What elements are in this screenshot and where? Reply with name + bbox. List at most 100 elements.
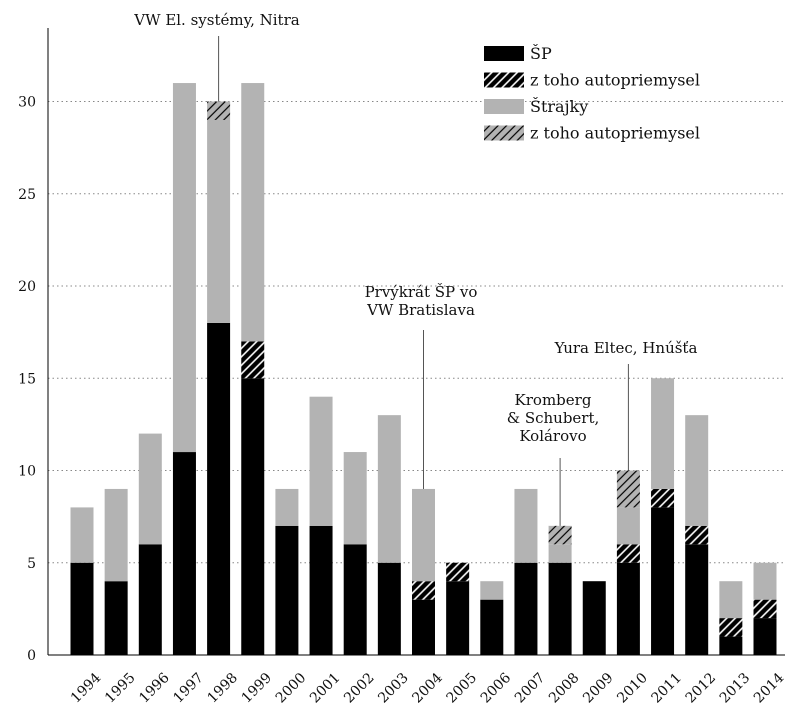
annotation-text: Yura Eltec, Hnúšťa (554, 339, 698, 357)
bar-segment-s3-2008 (548, 525, 572, 545)
bar-segment-s0-1996 (138, 544, 162, 655)
bar-segment-s0-1998 (207, 322, 231, 655)
bar-segment-s0-2014 (753, 618, 777, 655)
bar-segment-s2-1996 (138, 433, 162, 545)
bar-segment-s2-2008 (548, 544, 572, 563)
bar-segment-s2-1998 (207, 119, 231, 323)
bars (70, 83, 777, 655)
bar-segment-s1-2004 (412, 581, 435, 600)
bar-segment-s2-2001 (309, 396, 333, 526)
legend: ŠP z toho autopriemysel Štrajky z toho auto… (484, 43, 700, 143)
bar-segment-s1-1999 (241, 341, 265, 379)
x-tick-label: 2000 (273, 670, 310, 704)
bar-segment-s0-2013 (719, 636, 743, 655)
x-tick-label: 1999 (239, 670, 276, 704)
annotation-text: VW Bratislava (366, 301, 475, 319)
bar-segment-s0-2003 (377, 562, 401, 655)
bar-segment-s3-1998 (207, 101, 231, 120)
bar-segment-s0-2005 (446, 581, 470, 655)
bar-segment-s0-1994 (70, 562, 94, 655)
annotation-text: Prvýkrát ŠP vo (365, 283, 478, 301)
bar-segment-s2-2003 (377, 415, 401, 563)
y-tick-label: 15 (18, 371, 36, 387)
bar-segment-s0-2011 (651, 507, 675, 655)
x-tick-label: 2012 (683, 670, 720, 704)
y-tick-label: 30 (18, 95, 36, 111)
x-tick-label: 2008 (546, 670, 583, 704)
legend-label: z toho autopriemysel (530, 71, 700, 90)
bar-segment-s2-1997 (172, 83, 196, 453)
x-tick-label: 1994 (68, 670, 105, 704)
bar-segment-s3-2010 (616, 470, 640, 508)
bar-segment-s0-2010 (616, 562, 640, 655)
legend-label: z toho autopriemysel (530, 124, 700, 143)
bar-segment-s1-2014 (753, 599, 777, 619)
bar-segment-s0-2004 (412, 599, 435, 655)
annotation-text: & Schubert, (507, 409, 600, 427)
bar-segment-s1-2005 (446, 562, 470, 582)
y-tick-label: 5 (27, 556, 36, 572)
x-tick-label: 1998 (205, 670, 242, 704)
y-tick-label: 10 (18, 464, 36, 480)
annotation-text: Kolárovo (519, 427, 586, 445)
x-tick-label: 1997 (170, 670, 207, 704)
bar-segment-s2-2007 (514, 488, 538, 563)
annotation-text: VW El. systémy, Nitra (133, 11, 299, 29)
legend-swatch (484, 125, 524, 141)
bar-segment-s0-2007 (514, 562, 538, 655)
x-tick-label: 2013 (717, 670, 754, 704)
gridlines (48, 101, 785, 564)
bar-segment-s2-2013 (719, 581, 743, 619)
x-tick-label: 2004 (409, 670, 446, 704)
x-tick-label: 1995 (102, 670, 139, 704)
bar-segment-s1-2011 (651, 488, 675, 508)
bar-segment-s2-2004 (412, 488, 435, 582)
y-tick-label: 25 (18, 187, 36, 203)
bar-segment-s0-1997 (172, 452, 196, 655)
bar-segment-s0-2002 (343, 544, 367, 655)
x-tick-label: 2007 (512, 670, 549, 704)
bar-segment-s2-2002 (343, 452, 367, 545)
legend-label: ŠP (530, 43, 552, 63)
bar-segment-s2-2011 (651, 378, 675, 489)
bar-segment-s0-2009 (582, 581, 606, 655)
bar-segment-s0-2012 (685, 544, 709, 655)
bar-segment-s0-2008 (548, 562, 572, 655)
x-tick-label: 2001 (307, 670, 344, 704)
annotation-text: Kromberg (515, 391, 592, 409)
legend-swatch (484, 46, 524, 61)
x-tick-label: 2005 (444, 670, 481, 704)
bar-segment-s0-1999 (241, 378, 265, 655)
bar-segment-s1-2013 (719, 618, 743, 637)
x-tick-label: 1996 (136, 670, 173, 704)
bar-segment-s1-2010 (616, 544, 640, 563)
legend-swatch (484, 99, 524, 114)
bar-segment-s2-2006 (480, 581, 504, 600)
bar-segment-s0-2000 (275, 525, 299, 655)
x-tick-label: 2003 (375, 670, 412, 704)
legend-swatch (484, 72, 524, 88)
x-tick-label: 2002 (341, 670, 378, 704)
bar-segment-s2-2000 (275, 488, 299, 526)
x-tick-label: 2009 (580, 670, 617, 704)
x-tick-label: 2011 (648, 670, 685, 704)
bar-segment-s2-2014 (753, 562, 777, 600)
x-tick-label: 2006 (478, 670, 515, 704)
legend-label: Štrajky (530, 96, 588, 116)
bar-segment-s2-2012 (685, 415, 709, 526)
bar-segment-s2-1995 (104, 488, 128, 582)
bar-segment-s0-2001 (309, 525, 333, 655)
x-tick-label: 2010 (614, 670, 651, 704)
bar-segment-s1-2012 (685, 525, 709, 545)
bar-segment-s0-2006 (480, 599, 504, 655)
bar-segment-s2-1994 (70, 507, 94, 563)
bar-segment-s2-1999 (241, 83, 265, 342)
bar-segment-s2-2010 (616, 507, 640, 545)
y-tick-label: 20 (18, 279, 36, 295)
x-tick-label: 2014 (751, 670, 788, 704)
y-tick-label: 0 (27, 648, 36, 664)
bar-segment-s0-1995 (104, 581, 128, 655)
